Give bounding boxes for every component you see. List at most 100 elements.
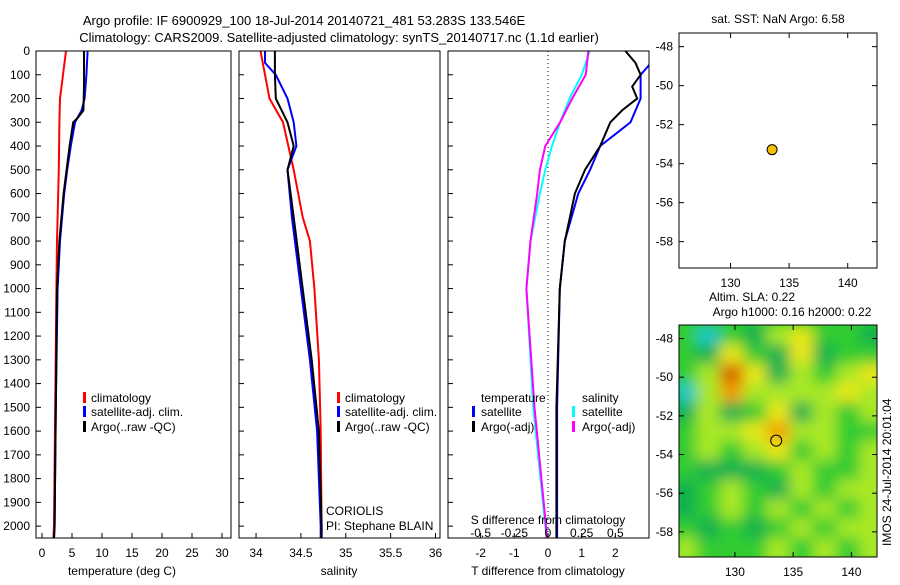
x2-tick-label: 0 [545, 526, 552, 540]
plot-frame [447, 50, 650, 539]
legend-swatch [337, 421, 340, 432]
x-tick-label: 130 [725, 565, 745, 579]
y-tick-label: 1700 [3, 448, 30, 462]
y-tick-label: -56 [656, 486, 674, 500]
legend-swatch [472, 421, 475, 432]
y-tick-label: 1400 [3, 377, 30, 391]
y-tick-label: 300 [10, 115, 30, 129]
legend-swatch [83, 392, 86, 403]
y-tick-label: 1100 [4, 305, 30, 319]
heatmap-cell [719, 537, 751, 557]
legend-label: satellite-adj. clim. [345, 405, 437, 419]
x-tick-label: 130 [721, 276, 741, 290]
x2-tick-label: -0.5 [470, 526, 491, 540]
y-tick-label: 1200 [3, 329, 30, 343]
y-tick-label: 800 [10, 234, 30, 248]
sst-map-panel: 130 135 140 -48 -50 -52 -54 -56 -58 [656, 32, 878, 290]
y-tick-label: 0 [23, 44, 30, 58]
map-frame [678, 32, 878, 269]
legend-swatch [572, 406, 575, 417]
legend-label: climatology [345, 391, 405, 405]
legend-label: Argo(-adj) [582, 420, 635, 434]
series-group [259, 51, 323, 538]
x-tick-label: 34.5 [289, 546, 313, 560]
y-tick-label: -54 [656, 448, 674, 462]
y-tick-label: -52 [656, 409, 674, 423]
plot-frame [35, 50, 232, 539]
pi-label: PI: Stephane BLAIN [326, 519, 433, 533]
argo-float-position-marker [766, 144, 778, 156]
y-tick-label: 1800 [3, 472, 30, 486]
x-tick-label: 15 [125, 546, 139, 560]
legend-header-temperature: temperature [481, 391, 546, 405]
legend-swatch [83, 421, 86, 432]
x-tick-label: 25 [185, 546, 199, 560]
plot-frame [238, 50, 441, 539]
legend-label: satellite [582, 405, 623, 419]
legend-label: Argo(-adj) [481, 420, 534, 434]
y-tick-label: -50 [656, 370, 674, 384]
y-tick-label: 1000 [3, 282, 30, 296]
salinity-legend: climatology satellite-adj. clim. Argo(..… [326, 391, 437, 533]
series-line-s-argo-adj- [525, 51, 590, 538]
heatmap-cell [696, 537, 727, 557]
series-line-satellite-adj-clim- [264, 51, 322, 538]
series-line-argo-raw-qc- [273, 51, 323, 538]
imos-timestamp-label: IMOS 24-Jul-2014 20:01:04 [880, 398, 894, 546]
y-tick-label: 900 [10, 258, 30, 272]
x-tick-label: 34 [249, 546, 263, 560]
x-tick-label: 0 [39, 546, 46, 560]
heatmap-cell [836, 537, 867, 557]
legend-label: Argo(..raw -QC) [345, 420, 430, 434]
sla-map-title-line1: Altim. SLA: 0.22 [709, 290, 795, 304]
salinity-panel: 34 34.5 35 35.5 36 [238, 50, 443, 560]
legend-swatch [83, 406, 86, 417]
y-tick-label: 1900 [3, 495, 30, 509]
x2-tick-label: 0.5 [607, 526, 624, 540]
y-tick-label: 600 [10, 187, 30, 201]
figure-title-line1: Argo profile: IF 6900929_100 18-Jul-2014… [83, 13, 526, 28]
difference-legend: temperature salinity satellite Argo(-adj… [472, 391, 635, 434]
difference-panel: -2 -1 0 1 2 -0.5 -0.25 0 0.25 0.5 [447, 50, 650, 560]
y-tick-label: -58 [656, 235, 674, 249]
x-tick-label: 35 [339, 546, 353, 560]
y-tick-label: -56 [656, 196, 674, 210]
y-tick-label: -48 [656, 40, 674, 54]
x-tick-label: 10 [95, 546, 109, 560]
x-tick-label: 140 [841, 565, 861, 579]
y-tick-label: 100 [10, 68, 30, 82]
figure-title-line2: Climatology: CARS2009. Satellite-adjuste… [79, 30, 599, 45]
argo-float-position-marker [770, 434, 783, 447]
heatmap-cells [679, 325, 877, 557]
y-tick-label: 2000 [3, 519, 30, 533]
series-line-climatology [259, 51, 323, 538]
y-tick-label: 700 [10, 210, 30, 224]
heatmap-cell [743, 537, 774, 557]
heatmap-cell [859, 537, 877, 557]
y-tick-label: 1500 [3, 400, 30, 414]
x-tick-label: 30 [215, 546, 229, 560]
y-tick-label: -54 [656, 157, 674, 171]
x-tick-label: 35.5 [379, 546, 403, 560]
series-line-t-argo-adj- [555, 51, 642, 538]
x2-tick-label: 0.25 [570, 526, 594, 540]
x2-tick-label: -0.25 [501, 526, 529, 540]
x-tick-label: 135 [779, 276, 799, 290]
legend-label: climatology [91, 391, 151, 405]
x-tick-label: 140 [838, 276, 858, 290]
y-tick-label: -52 [656, 118, 674, 132]
sst-map-title: sat. SST: NaN Argo: 6.58 [711, 12, 845, 26]
series-group [52, 51, 89, 538]
series-line-argo-raw-qc- [53, 51, 85, 538]
t-diff-x-label: T difference from climatology [471, 564, 625, 578]
temperature-panel: 0 5 10 15 20 25 300100200300400500600700800900… [3, 44, 232, 560]
salinity-x-label: salinity [321, 564, 358, 578]
temperature-legend: climatology satellite-adj. clim. Argo(..… [83, 391, 183, 434]
x-tick-label: 1 [578, 546, 585, 560]
legend-label: Argo(..raw -QC) [91, 420, 176, 434]
legend-label: satellite [481, 405, 522, 419]
x-tick-label: 20 [155, 546, 169, 560]
series-line-t-satellite [556, 62, 649, 538]
heatmap-cell [812, 537, 844, 557]
